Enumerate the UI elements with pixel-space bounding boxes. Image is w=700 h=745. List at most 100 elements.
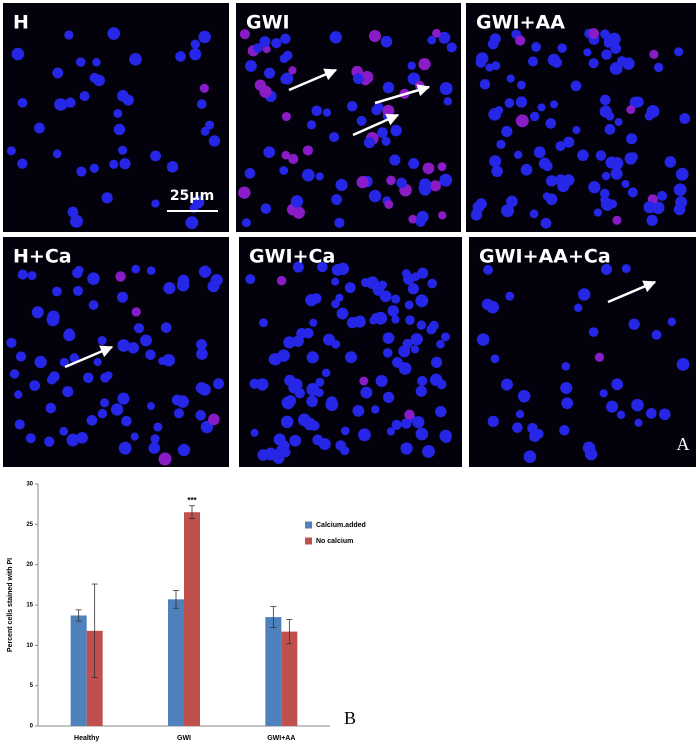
cell [14,390,23,399]
cell [335,293,344,302]
cell [612,215,622,225]
cell [52,286,62,297]
cell [312,434,324,446]
bar [281,631,298,726]
cell [69,353,80,363]
cell [160,322,172,333]
cell [504,98,515,108]
cell [437,162,447,172]
micrograph [469,237,696,467]
cell [107,27,121,40]
cell [491,165,503,178]
cell [329,132,340,143]
cell [441,332,450,342]
cell [259,36,271,48]
cell [207,280,220,293]
cell [34,355,47,369]
cell [570,80,582,92]
cell [321,368,331,378]
cell [262,45,271,54]
y-tick-label: 30 [26,482,33,488]
cell [408,214,418,224]
cell [488,303,498,314]
cell [302,145,314,156]
cell [415,216,426,227]
cell [17,269,28,280]
cell [561,361,571,371]
cell [626,133,638,145]
cell [561,397,574,410]
cell [645,408,657,419]
cell [512,422,523,433]
cell [245,274,256,285]
cell [238,186,251,199]
cell [483,265,493,275]
cell [599,94,611,106]
cell [241,218,251,228]
cell [353,315,366,328]
cell [59,426,69,436]
cell [599,389,608,398]
cell [515,410,525,419]
cell [545,118,557,129]
cell [213,378,225,390]
cell [517,389,531,403]
cell [489,155,502,168]
error-bar [75,609,82,622]
cell [252,43,263,54]
cell [476,52,489,65]
cell [89,163,99,173]
cell [92,58,101,67]
cell [282,50,293,61]
cell [329,31,342,44]
cell [115,271,126,282]
cell [127,342,139,354]
cell [263,146,276,159]
panel-label: H [13,12,29,34]
cell [113,109,123,118]
cell [268,353,280,365]
cell [505,291,515,301]
cell [76,57,86,67]
cell [150,150,162,162]
cell [608,199,618,209]
cell [382,332,395,344]
cell [375,374,388,388]
cell [292,206,305,219]
cell [389,154,401,166]
cell [515,96,528,108]
cell [382,81,395,94]
cell [279,440,290,451]
cell [158,452,172,466]
cell [488,107,502,121]
cell [66,433,80,447]
legend-swatch [305,521,312,529]
cell [331,299,340,309]
cell [11,47,25,61]
cell [383,391,395,403]
cell [31,306,44,319]
cell [356,115,367,126]
cell [382,348,393,358]
cell [422,162,435,175]
cell [578,288,591,301]
cell [113,123,126,136]
cell [594,352,605,362]
cell [557,43,567,53]
cell [122,94,134,106]
cell [205,120,215,130]
cell [15,351,27,362]
cell [198,383,211,396]
cell [277,349,290,362]
cell [432,28,441,38]
cell [303,417,317,431]
scale-bar-label: 25µm [170,188,214,204]
cell [408,158,420,169]
cell [676,357,690,371]
cell [588,58,599,69]
cell [600,263,613,275]
cell [582,441,596,454]
cell [6,146,16,156]
cell [131,264,141,274]
error-bar [286,619,293,645]
